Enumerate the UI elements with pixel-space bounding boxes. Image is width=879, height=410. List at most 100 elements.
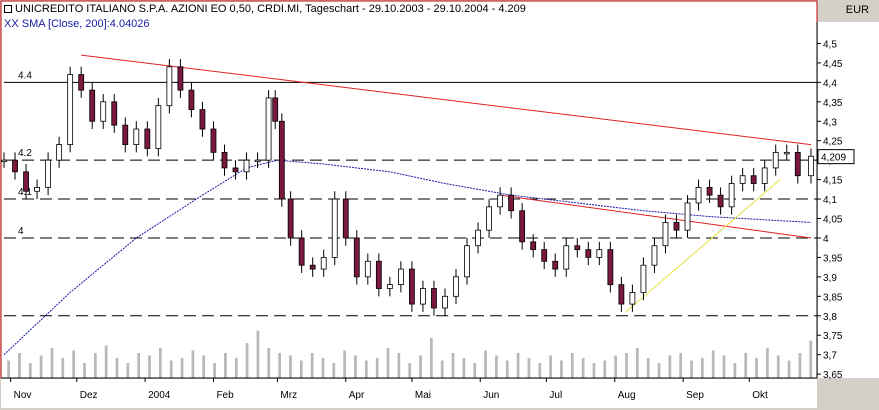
volume-bar bbox=[224, 353, 227, 378]
volume-bar bbox=[581, 358, 585, 378]
time-tick-label: Sep bbox=[686, 390, 704, 401]
candle-body bbox=[431, 288, 437, 309]
volume-bar bbox=[18, 353, 21, 378]
volume-bar bbox=[126, 363, 130, 378]
plot-area bbox=[0, 0, 818, 379]
time-tick-label: Feb bbox=[216, 390, 234, 401]
candle-body bbox=[453, 276, 459, 297]
volume-bar bbox=[495, 355, 498, 378]
chart-symbol-icon bbox=[4, 5, 12, 13]
price-tick-label: 4,45 bbox=[823, 59, 843, 70]
candle-body bbox=[243, 159, 250, 173]
volume-bar bbox=[321, 358, 325, 378]
price-tick-label: 3,7 bbox=[823, 351, 837, 362]
candle-body bbox=[662, 221, 669, 247]
volume-bar bbox=[39, 355, 43, 378]
volume-bar bbox=[104, 345, 108, 378]
candle-body bbox=[728, 183, 735, 208]
price-tick-label: 4,5 bbox=[823, 39, 837, 50]
level-label: 4 bbox=[18, 226, 24, 237]
time-axis-area bbox=[1, 379, 817, 408]
candle-body bbox=[56, 144, 63, 161]
volume-bar bbox=[169, 360, 173, 378]
candle-body bbox=[486, 206, 492, 231]
candle-body bbox=[673, 221, 680, 231]
candle-body bbox=[706, 186, 713, 196]
candle-body bbox=[783, 151, 790, 155]
candle-body bbox=[133, 128, 140, 145]
candle-body bbox=[309, 264, 316, 270]
price-tick-label: 4,05 bbox=[823, 215, 843, 226]
candle-body bbox=[111, 101, 118, 126]
volume-bar bbox=[505, 360, 509, 378]
candle-body bbox=[375, 260, 382, 289]
volume-bar bbox=[549, 355, 552, 378]
candle-body bbox=[210, 128, 217, 153]
volume-bar bbox=[711, 350, 715, 378]
price-tick-label: 4,35 bbox=[823, 98, 843, 109]
volume-bar bbox=[462, 358, 466, 378]
volume-bar bbox=[451, 353, 455, 378]
candle-body bbox=[607, 249, 614, 286]
candle-body bbox=[651, 245, 658, 266]
volume-bar bbox=[310, 353, 314, 378]
volume-bar bbox=[83, 363, 86, 378]
volume-bar bbox=[809, 340, 813, 378]
volume-bar bbox=[722, 355, 726, 378]
volume-bar bbox=[343, 350, 347, 378]
time-tick-label: 2004 bbox=[148, 390, 171, 401]
volume-bar bbox=[560, 360, 563, 378]
volume-bar bbox=[375, 358, 379, 378]
volume-bar bbox=[256, 330, 260, 378]
candle-body bbox=[272, 97, 279, 122]
candle-body bbox=[100, 101, 107, 122]
volume-bar bbox=[386, 348, 390, 378]
volume-bar bbox=[364, 360, 368, 378]
volume-bar bbox=[245, 343, 249, 378]
candle-body bbox=[265, 97, 272, 161]
candle-body bbox=[750, 175, 757, 184]
volume-bar bbox=[701, 358, 704, 378]
sma-legend: XX SMA [Close, 200]:4.04026 bbox=[4, 18, 150, 30]
candle-body bbox=[45, 159, 51, 188]
candle-body bbox=[221, 151, 228, 169]
candle-body bbox=[739, 175, 746, 184]
candle-body bbox=[397, 268, 404, 286]
volume-bar bbox=[408, 363, 412, 378]
price-tick-label: 4,3 bbox=[823, 117, 837, 128]
candle-body bbox=[464, 245, 470, 278]
time-tick-label: Okt bbox=[752, 390, 768, 401]
candle-body bbox=[320, 257, 327, 270]
volume-bar bbox=[430, 338, 433, 378]
candle-body bbox=[23, 171, 29, 192]
volume-bar bbox=[159, 348, 162, 378]
volume-bar bbox=[419, 355, 422, 378]
sma-legend-text: XX SMA [Close, 200]:4.04026 bbox=[4, 18, 150, 30]
volume-bar bbox=[202, 355, 206, 378]
volume-bar bbox=[787, 360, 791, 378]
volume-bar bbox=[50, 348, 54, 378]
candle-body bbox=[34, 186, 40, 192]
volume-bar bbox=[635, 348, 639, 378]
volume-bar bbox=[354, 355, 357, 378]
volume-bar bbox=[115, 358, 119, 378]
time-tick-label: Aug bbox=[618, 390, 636, 401]
candle-body bbox=[574, 245, 581, 251]
time-tick-label: Mai bbox=[415, 390, 431, 401]
volume-bar bbox=[744, 353, 748, 378]
candle-body bbox=[89, 89, 96, 122]
price-tick-label: 3,65 bbox=[823, 370, 843, 381]
volume-bar bbox=[234, 358, 238, 378]
time-tick-label: Mrz bbox=[280, 390, 297, 401]
candle-body bbox=[278, 120, 285, 200]
price-tick-label: 3,75 bbox=[823, 331, 843, 342]
volume-bar bbox=[397, 353, 401, 378]
volume-bar bbox=[668, 355, 672, 378]
candle-body bbox=[761, 167, 768, 184]
volume-bar bbox=[733, 363, 737, 378]
level-label: 4.4 bbox=[18, 70, 32, 81]
candle-body bbox=[177, 66, 184, 91]
currency-label: EUR bbox=[845, 4, 869, 16]
candle-body bbox=[541, 249, 548, 262]
candle-body bbox=[585, 249, 592, 258]
